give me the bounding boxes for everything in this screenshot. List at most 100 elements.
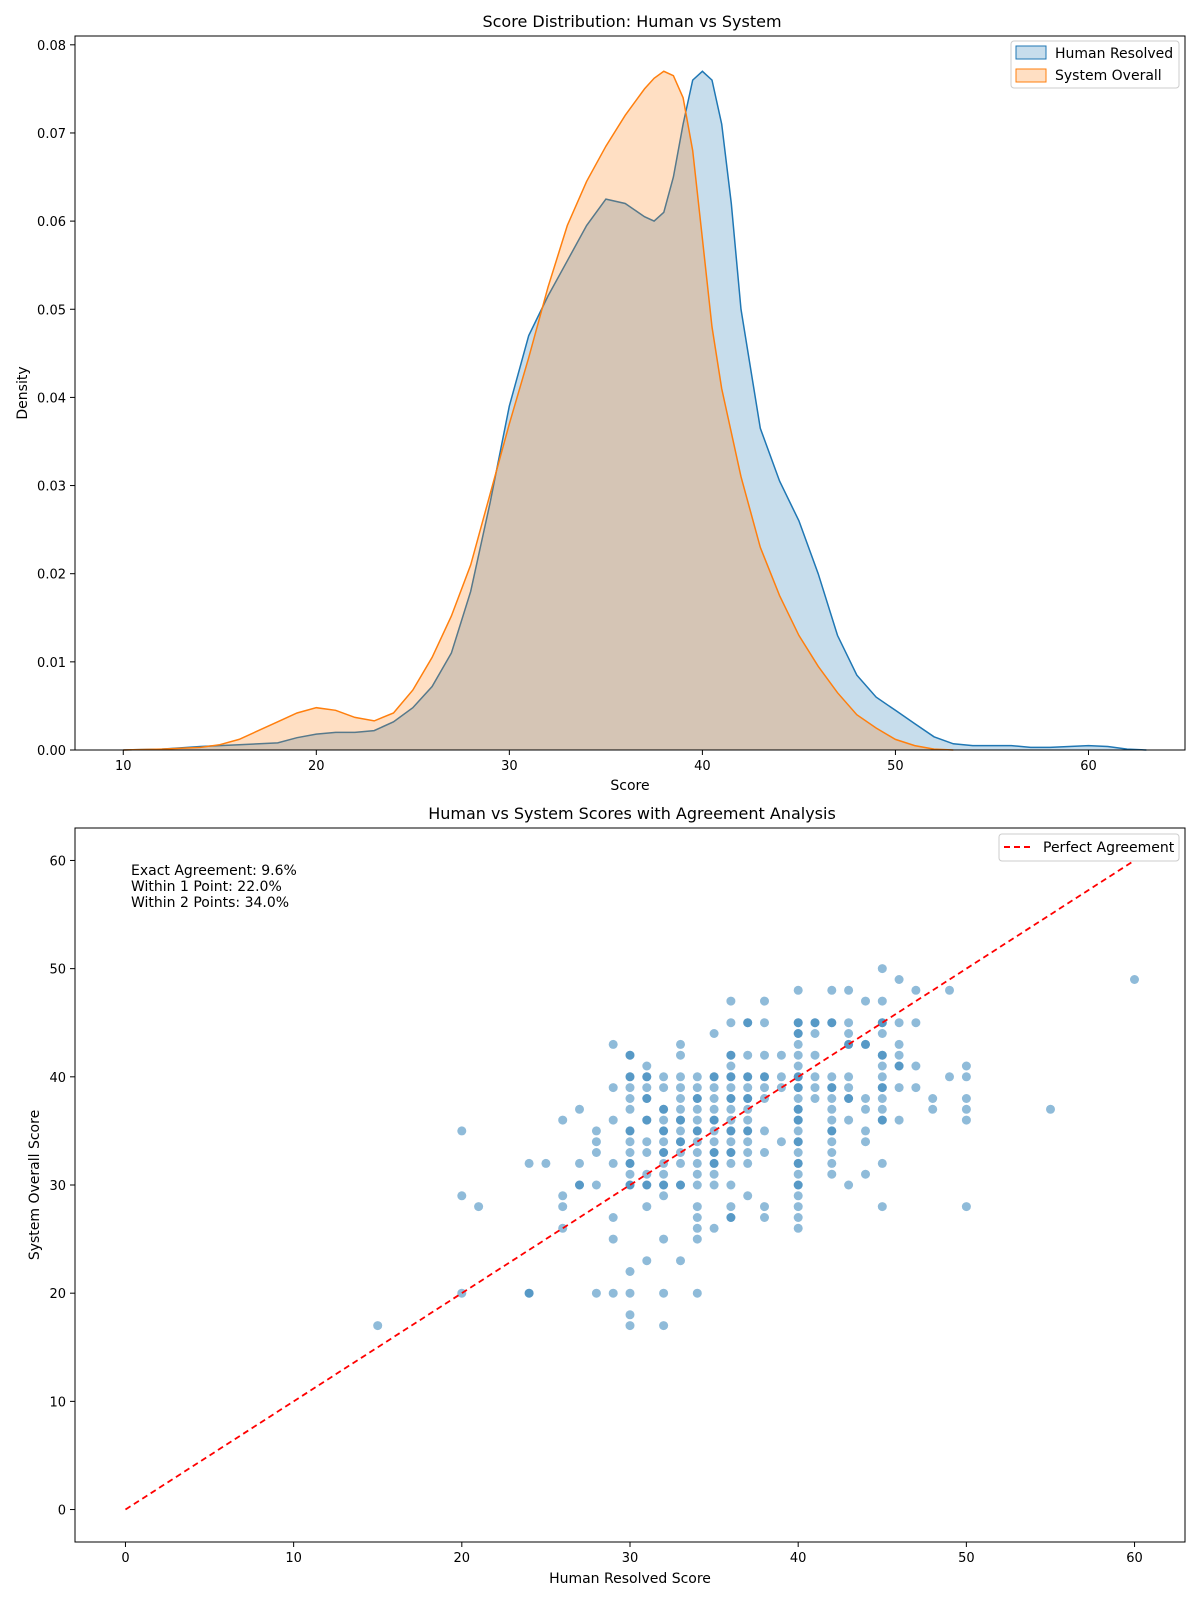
scatter-point: [743, 1072, 753, 1082]
scatter-point: [709, 1137, 719, 1147]
scatter-chart: Human vs System Scores with Agreement An…: [27, 804, 1186, 1587]
kde-x-tick-label: 30: [501, 759, 518, 774]
scatter-point: [793, 1158, 803, 1168]
scatter-point: [457, 1126, 467, 1136]
scatter-point: [625, 1104, 635, 1114]
scatter-point: [608, 1158, 618, 1168]
scatter-point: [709, 1072, 719, 1082]
scatter-point: [676, 1180, 685, 1190]
scatter-point: [642, 1094, 652, 1103]
scatter-point: [676, 1039, 685, 1049]
scatter-point: [709, 1104, 719, 1114]
scatter-point: [844, 1018, 854, 1028]
scatter-point: [659, 1115, 669, 1125]
scatter-point: [827, 1126, 837, 1136]
scatter-point: [692, 1234, 702, 1244]
scatter-point: [676, 1148, 685, 1157]
kde-y-tick-label: 0.03: [37, 480, 66, 495]
scatter-point: [726, 1104, 736, 1114]
scatter-x-tick-label: 50: [958, 1551, 975, 1566]
scatter-y-axis: 0 10 20 30 40 50 60: [49, 854, 75, 1519]
scatter-point: [810, 1083, 820, 1093]
annotation-within-2-points: Within 2 Points: 34.0%: [131, 895, 289, 911]
scatter-point: [575, 1104, 584, 1114]
scatter-point: [692, 1223, 702, 1233]
scatter-point: [625, 1310, 635, 1320]
scatter-point: [961, 1202, 971, 1212]
scatter-point: [676, 1137, 685, 1147]
scatter-point: [591, 1126, 601, 1136]
legend-label-perfect-agreement: Perfect Agreement: [1043, 840, 1175, 856]
scatter-point: [793, 1148, 803, 1157]
scatter-point: [692, 1126, 702, 1136]
scatter-point: [541, 1158, 551, 1168]
scatter-point: [692, 1094, 702, 1103]
scatter-point: [827, 1094, 837, 1103]
scatter-point: [709, 1094, 719, 1103]
scatter-point: [1046, 1104, 1055, 1114]
scatter-point: [928, 1094, 938, 1103]
scatter-point: [894, 1115, 904, 1125]
scatter-point: [558, 1115, 568, 1125]
scatter-point: [726, 1115, 736, 1125]
scatter-point: [810, 1018, 820, 1028]
scatter-point: [692, 1115, 702, 1125]
scatter-point: [692, 1169, 702, 1179]
scatter-y-tick-label: 10: [49, 1395, 66, 1410]
scatter-point: [827, 1072, 837, 1082]
scatter-point: [844, 1039, 854, 1049]
scatter-point: [642, 1202, 652, 1212]
kde-x-tick-label: 10: [115, 759, 132, 774]
scatter-point: [457, 1288, 467, 1298]
scatter-point: [877, 1029, 887, 1038]
scatter-point: [642, 1169, 652, 1179]
kde-fill-system-overall: [123, 71, 954, 751]
scatter-point: [894, 1050, 904, 1060]
scatter-point: [642, 1256, 652, 1266]
scatter-point: [827, 1115, 837, 1125]
scatter-point: [659, 1072, 669, 1082]
scatter-point: [827, 1169, 837, 1179]
legend-label-system-overall: System Overall: [1055, 68, 1162, 84]
scatter-point: [676, 1094, 685, 1103]
scatter-point: [844, 1072, 854, 1082]
scatter-point: [793, 1083, 803, 1093]
scatter-point: [726, 1137, 736, 1147]
scatter-point: [743, 1083, 753, 1093]
scatter-point: [743, 1158, 753, 1168]
scatter-y-tick-label: 20: [49, 1287, 66, 1302]
scatter-point: [373, 1321, 383, 1331]
scatter-point: [961, 1061, 971, 1071]
scatter-point: [894, 1039, 904, 1049]
scatter-point: [760, 1148, 769, 1157]
scatter-point: [726, 1018, 736, 1028]
kde-axes-frame: [74, 35, 1186, 751]
kde-legend: Human Resolved System Overall: [1010, 40, 1180, 89]
scatter-point: [793, 1072, 803, 1082]
scatter-point: [726, 1148, 736, 1157]
scatter-point: [709, 1169, 719, 1179]
scatter-point: [861, 1039, 870, 1049]
scatter-point: [861, 1169, 870, 1179]
scatter-point: [810, 1094, 820, 1103]
scatter-point: [760, 1083, 769, 1093]
scatter-y-tick-label: 40: [49, 1071, 66, 1086]
scatter-point: [642, 1180, 652, 1190]
scatter-point: [676, 1104, 685, 1114]
scatter-point: [676, 1158, 685, 1168]
scatter-point: [692, 1202, 702, 1212]
scatter-point: [659, 1288, 669, 1298]
scatter-point: [558, 1202, 568, 1212]
scatter-point: [692, 1213, 702, 1222]
scatter-point: [776, 1137, 786, 1147]
scatter-point: [591, 1288, 601, 1298]
scatter-y-tick-label: 50: [49, 963, 66, 978]
scatter-point: [945, 1072, 954, 1082]
scatter-point: [625, 1288, 635, 1298]
scatter-point: [726, 1213, 736, 1222]
scatter-point: [524, 1288, 534, 1298]
scatter-point: [793, 1039, 803, 1049]
scatter-point: [760, 1050, 769, 1060]
scatter-point: [827, 985, 837, 995]
scatter-point: [625, 1180, 635, 1190]
